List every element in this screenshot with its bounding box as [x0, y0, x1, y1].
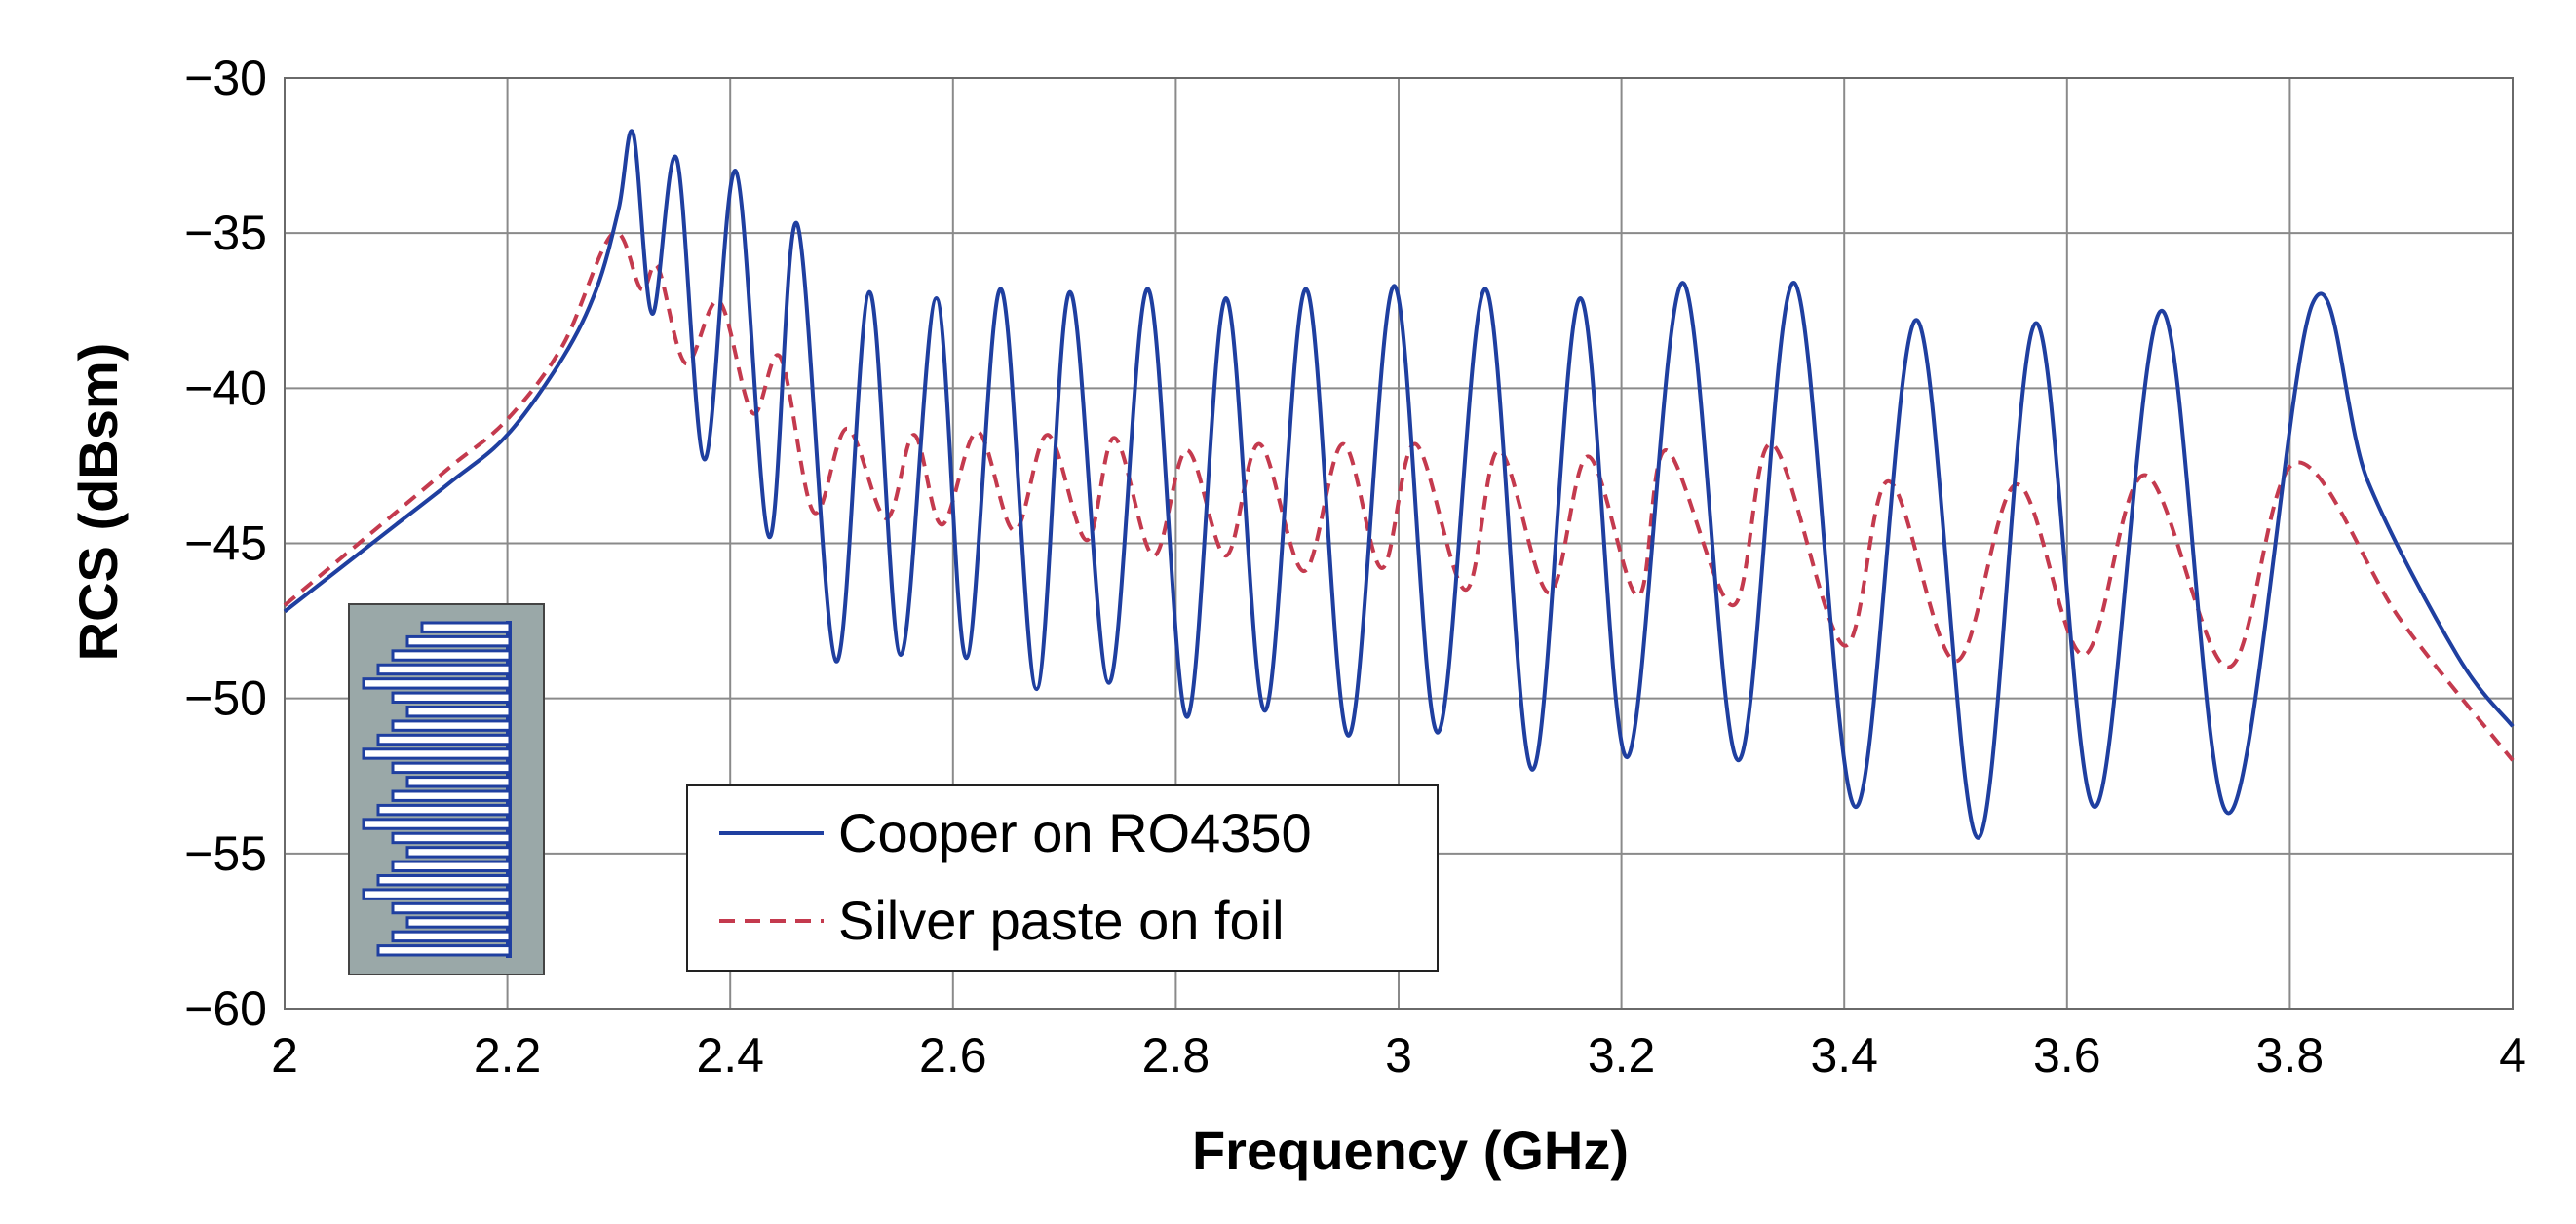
inset-stripe: [376, 663, 512, 676]
inset-stripe: [405, 916, 512, 929]
legend-box: [686, 784, 1439, 972]
x-axis-title: Frequency (GHz): [1192, 1120, 1629, 1181]
x-tick-label: 2: [271, 1028, 298, 1083]
inset-stripe: [362, 818, 512, 830]
x-tick-label: 3: [1385, 1028, 1412, 1083]
y-tick-label: −35: [184, 206, 267, 260]
x-tick-label: 3.2: [1588, 1028, 1656, 1083]
inset-stripe: [391, 649, 512, 662]
y-tick-label: −40: [184, 361, 267, 415]
plot-frame: [284, 77, 2514, 1010]
x-tick-label: 2.4: [696, 1028, 764, 1083]
inset-stripe: [376, 733, 512, 746]
inset-spine: [506, 621, 512, 958]
inset-stripe: [405, 776, 512, 788]
plot-border: [284, 77, 2514, 1010]
inset-stripe: [376, 944, 512, 957]
y-tick-label: −55: [184, 826, 267, 881]
inset-stripe: [391, 719, 512, 732]
x-tick-label: 4: [2499, 1028, 2526, 1083]
legend: Cooper on RO4350 Silver paste on foil: [686, 784, 1439, 972]
inset-stripe: [405, 706, 512, 718]
inset-stripe: [391, 860, 512, 872]
x-tick-label: 2.2: [474, 1028, 542, 1083]
inset-stripe: [391, 761, 512, 775]
legend-label-silver: Silver paste on foil: [838, 890, 1285, 951]
inset-stripe: [405, 634, 512, 648]
x-tick-label: 3.6: [2033, 1028, 2101, 1083]
x-tick-label: 3.4: [1810, 1028, 1878, 1083]
inset-stripe: [405, 846, 512, 859]
y-tick-label: −30: [184, 51, 267, 105]
inset-stripe: [362, 888, 512, 900]
x-tick-label: 2.8: [1142, 1028, 1211, 1083]
y-tick-label: −50: [184, 671, 267, 726]
legend-label-copper: Cooper on RO4350: [838, 802, 1312, 863]
y-tick-label: −60: [184, 981, 267, 1036]
meander-tag-inset: [348, 603, 545, 975]
inset-stripe: [362, 747, 512, 760]
series-line-silver: [283, 230, 2515, 762]
series-line-copper: [283, 129, 2515, 840]
y-axis-title: RCS (dBsm): [67, 343, 129, 662]
x-tick-label: 3.8: [2256, 1028, 2325, 1083]
y-tick-labels: −30 −35 −40 −45 −50 −55 −60: [184, 51, 267, 1036]
x-tick-label: 2.6: [919, 1028, 987, 1083]
inset-stripe: [420, 621, 512, 633]
series-layer: [283, 129, 2515, 840]
inset-stripe: [391, 901, 512, 915]
x-tick-labels: 2 2.2 2.4 2.6 2.8 3 3.2 3.4 3.6 3.8 4: [271, 1028, 2526, 1083]
inset-stripe: [391, 930, 512, 943]
inset-stripe: [376, 803, 512, 817]
inset-stripe: [376, 874, 512, 887]
inset-stripe: [391, 789, 512, 802]
y-tick-label: −45: [184, 516, 267, 571]
inset-stripe: [391, 831, 512, 845]
inset-stripe: [391, 691, 512, 704]
inset-stripe: [362, 677, 512, 690]
